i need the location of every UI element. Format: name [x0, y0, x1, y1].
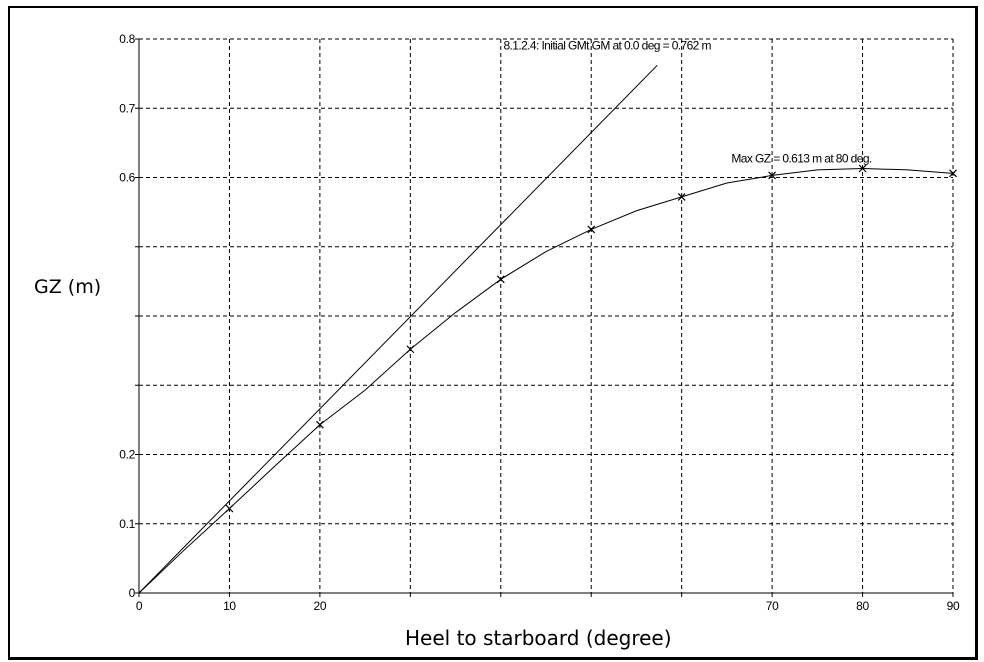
y-axis-label: GZ (m)	[34, 276, 102, 298]
x-tick-label: 90	[947, 599, 960, 613]
y-tick-label: 0.1	[119, 517, 135, 531]
y-tick-label: 0.7	[119, 101, 135, 115]
x-tick-label: 10	[223, 599, 236, 613]
y-tick-label: 0	[129, 586, 136, 600]
max-gz-annotation: Max GZ = 0.613 m at 80 deg.	[731, 151, 871, 165]
data-point-marker	[496, 275, 505, 284]
gz-curve-chart: 0 0.1 0.2 0.6 0.7 0.8 0 10 20 70 80 90 8.1.2.4: Init…	[119, 32, 960, 613]
x-axis-label: Heel to starboard (degree)	[405, 626, 672, 650]
x-tick-label: 20	[314, 599, 327, 613]
x-tick-label: 70	[766, 599, 779, 613]
y-tick-label: 0.6	[119, 171, 135, 185]
data-point-marker	[587, 225, 596, 234]
data-point-marker	[858, 164, 867, 173]
data-point-marker	[225, 504, 234, 513]
y-tick-label: 0.2	[119, 448, 135, 462]
gz-curve-line	[138, 167, 954, 594]
x-tick-label: 0	[136, 599, 143, 613]
data-point-marker	[768, 171, 777, 180]
data-point-marker	[406, 345, 415, 354]
data-point-marker	[315, 420, 324, 429]
chart-frame: 0 0.1 0.2 0.6 0.7 0.8 0 10 20 70 80 90 8.1.2.4: Init…	[8, 6, 978, 660]
y-tick-label: 0.8	[119, 32, 135, 46]
initial-gm-line	[138, 64, 658, 594]
initial-gm-annotation: 8.1.2.4: Initial GMt GM at 0.0 deg = 0.7…	[503, 38, 711, 52]
x-tick-label: 80	[856, 599, 869, 613]
data-point-marker	[677, 192, 686, 201]
data-point-marker	[949, 169, 957, 178]
